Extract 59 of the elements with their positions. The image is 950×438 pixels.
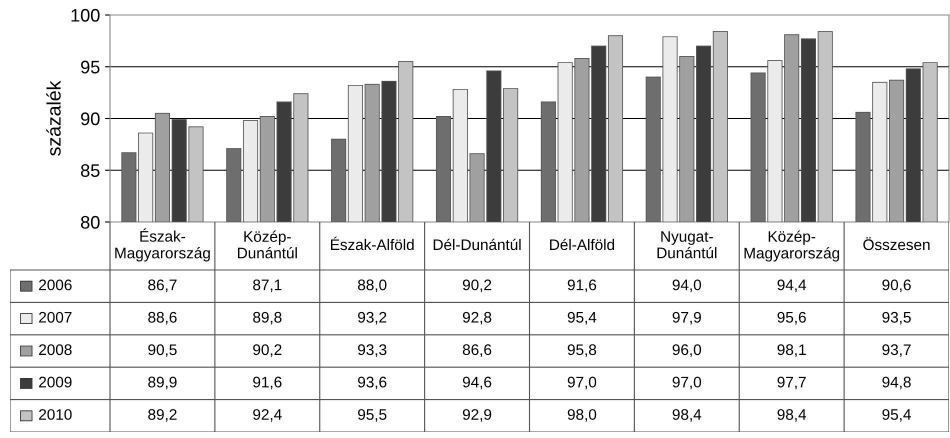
data-label: 97,9 xyxy=(672,312,701,325)
data-label: 97,0 xyxy=(568,376,596,390)
data-label: 91,6 xyxy=(568,279,596,292)
y-tick-label: 90 xyxy=(81,112,100,126)
data-label: 93,5 xyxy=(882,312,911,325)
data-label: 94,8 xyxy=(882,376,911,390)
data-label: 87,1 xyxy=(253,279,282,292)
data-label: 96,0 xyxy=(672,344,702,357)
data-label: 86,6 xyxy=(462,344,492,357)
x-tick-label: Észak-Alföld xyxy=(330,236,414,250)
x-tick-label: Összesen xyxy=(863,237,930,250)
data-label: 95,5 xyxy=(358,409,386,422)
legend-label: 2008 xyxy=(39,344,72,356)
data-label: 95,4 xyxy=(568,312,596,325)
data-label: 86,7 xyxy=(148,279,177,292)
data-label: 95,6 xyxy=(778,312,806,325)
data-label: 88,6 xyxy=(148,312,177,325)
data-label: 93,7 xyxy=(882,344,911,357)
data-label: 93,3 xyxy=(358,344,386,357)
legend-label: 2007 xyxy=(39,312,72,323)
data-label: 90,2 xyxy=(462,279,492,292)
data-label: 95,4 xyxy=(882,409,911,422)
data-label: 91,6 xyxy=(253,376,282,390)
x-tick-label: Nyugat-Dunántúl xyxy=(657,231,716,258)
data-label: 90,6 xyxy=(882,279,911,292)
y-tick-label: 95 xyxy=(81,60,100,74)
y-tick-label: 80 xyxy=(80,216,100,229)
data-label: 98,1 xyxy=(778,344,806,357)
data-label: 89,8 xyxy=(253,312,282,325)
legend-label: 2006 xyxy=(39,279,72,290)
x-tick-label: Észak-Magyarország xyxy=(115,228,210,262)
data-label: 89,2 xyxy=(148,409,177,422)
data-label: 92,9 xyxy=(462,409,492,422)
data-label: 98,0 xyxy=(568,409,596,422)
data-label: 93,2 xyxy=(358,312,386,325)
data-label: 94,6 xyxy=(462,376,492,390)
data-label: 89,9 xyxy=(148,376,177,390)
data-label: 93,6 xyxy=(358,376,386,390)
x-tick-label: Közép-Magyarország xyxy=(744,230,840,262)
data-label: 94,4 xyxy=(778,279,806,292)
x-tick-label: Közép-Dunántúl xyxy=(238,230,297,258)
data-label: 95,8 xyxy=(568,344,596,357)
x-tick-label: Dél-Alföld xyxy=(550,238,614,250)
y-axis-title: százalék xyxy=(46,80,61,156)
data-label: 97,0 xyxy=(672,376,702,390)
x-tick-label: Dél-Dunántúl xyxy=(434,238,521,250)
data-label: 90,5 xyxy=(148,344,177,357)
y-tick-label: 100 xyxy=(72,8,100,22)
y-tick-label: 85 xyxy=(80,164,100,177)
data-label: 98,4 xyxy=(778,409,806,422)
data-label: 92,8 xyxy=(462,312,492,325)
data-label: 90,2 xyxy=(253,344,282,357)
data-label: 94,0 xyxy=(672,279,702,292)
data-label: 88,0 xyxy=(358,279,386,292)
data-label: 97,7 xyxy=(778,376,806,390)
legend-label: 2010 xyxy=(39,409,72,420)
legend-label: 2009 xyxy=(39,376,72,388)
data-label: 92,4 xyxy=(253,409,282,422)
data-label: 98,4 xyxy=(672,409,702,422)
